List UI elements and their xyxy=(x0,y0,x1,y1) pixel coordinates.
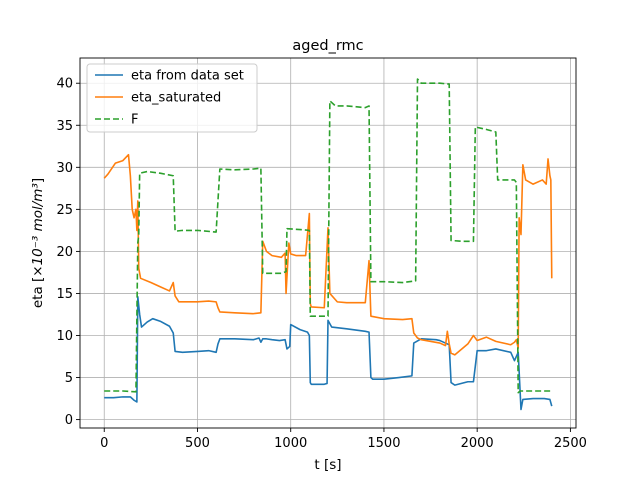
x-tick-label: 2500 xyxy=(554,436,587,451)
y-axis-label: eta [×10⁻³ mol/m³] xyxy=(30,178,46,308)
y-tick-label: 20 xyxy=(56,245,73,260)
y-tick-label: 30 xyxy=(56,161,73,176)
x-tick-label: 0 xyxy=(100,436,108,451)
y-axis-label-suffix: ] xyxy=(30,178,46,183)
legend: eta from data set eta_saturated F xyxy=(86,63,258,133)
chart-title: aged_rmc xyxy=(292,38,363,54)
axis-ticks: 0 500 1000 1500 2000 2500 0 5 10 15 20 25 30 35 40 xyxy=(56,77,587,451)
y-tick-label: 25 xyxy=(56,203,73,218)
y-tick-label: 15 xyxy=(56,287,73,302)
legend-box xyxy=(86,63,258,133)
series-eta-saturated xyxy=(103,153,553,356)
x-tick-label: 1000 xyxy=(274,436,307,451)
y-tick-label: 10 xyxy=(56,329,73,344)
legend-label-eta-from-data-set: eta from data set xyxy=(131,69,244,84)
legend-label-eta-saturated: eta_saturated xyxy=(131,91,221,106)
x-tick-label: 500 xyxy=(185,436,210,451)
series-lines xyxy=(103,78,553,411)
series-eta-from-data-set xyxy=(104,296,553,411)
series-f xyxy=(104,78,552,394)
y-tick-label: 35 xyxy=(56,119,73,134)
axes-frame xyxy=(79,57,577,429)
y-axis-label-units: ×10⁻³ mol/m³ xyxy=(30,183,46,277)
y-axis-label-prefix: eta [ xyxy=(30,277,46,308)
y-tick-label: 40 xyxy=(56,77,73,92)
x-tick-label: 1500 xyxy=(367,436,400,451)
x-axis-label: t [s] xyxy=(314,457,341,473)
x-tick-label: 2000 xyxy=(461,436,494,451)
legend-label-f: F xyxy=(131,113,138,128)
y-tick-label: 5 xyxy=(65,371,73,386)
y-tick-label: 0 xyxy=(65,413,73,428)
